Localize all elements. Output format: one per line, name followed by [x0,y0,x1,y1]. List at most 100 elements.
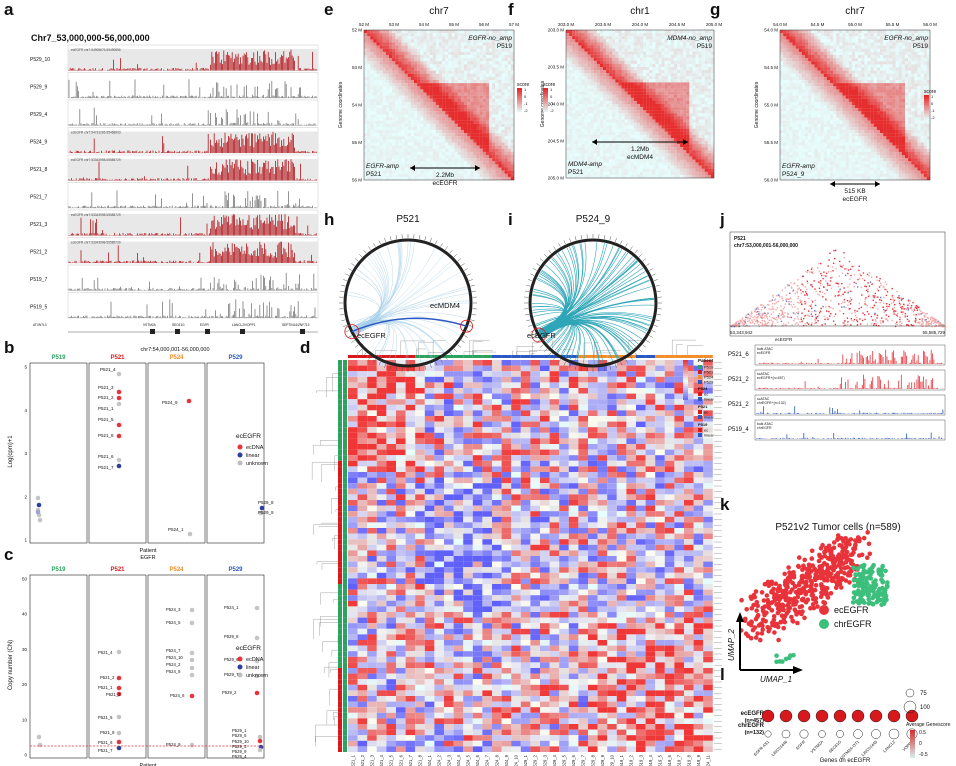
heatmap-cell [501,656,512,663]
heatmap-cell [559,388,569,394]
hic-cell [507,89,511,93]
row-annotation [338,522,342,528]
hic-cell [492,51,496,56]
heatmap-cell [684,656,694,663]
heatmap-cell [511,410,521,416]
point-label: P529_10 [232,739,249,744]
heatmap-cell [549,617,560,624]
heatmap-cell [367,735,377,741]
heatmap-cell [492,528,502,534]
track-signal [68,49,317,71]
heatmap-cell [588,483,598,489]
hic-cell [470,92,474,96]
heatmap-cell [348,589,358,596]
hic-cell [420,86,424,90]
heatmap-cell [597,735,608,741]
heatmap-cell [415,567,425,573]
hic-cell [426,36,430,40]
heatmap-cell [530,628,540,635]
point-label: P524_5 [166,620,181,625]
hic-cell [510,55,515,59]
heatmap-cell [444,550,454,556]
legend-swatch [698,375,702,379]
heatmap-cell [396,522,406,528]
heatmap-cell [636,472,646,478]
hic-cell [445,48,449,52]
hic-cell [454,73,458,77]
row-annotation [338,360,342,366]
hic-cell [364,95,368,99]
heatmap-cell [376,404,387,411]
heatmap-cell [348,724,358,730]
hic-cell [460,126,465,131]
hic-cell [385,67,390,71]
heatmap-cell [655,589,665,596]
heatmap-cell [396,416,406,422]
heatmap-cell [482,645,492,652]
hic-cell [385,108,390,112]
heatmap-cell [616,432,627,439]
heatmap-cell [492,707,502,713]
heatmap-cell [482,550,492,556]
heatmap-cell [703,567,713,573]
heatmap-cell [684,500,694,506]
hic-cell [460,55,465,59]
hic-cell [376,76,380,81]
row-annotation [343,595,347,601]
heatmap-cell [434,651,444,657]
hic-cell [479,126,483,131]
heatmap-cell [492,684,502,691]
hic-cell [373,130,377,134]
heatmap-cell [655,371,665,377]
hic-cell [485,130,490,134]
heatmap-cell [693,701,704,708]
heatmap-cell [655,516,665,523]
heatmap-cell [597,578,608,584]
heatmap-cell [588,393,598,400]
hic-cell [435,111,440,115]
heatmap-cell [549,735,560,741]
hic-cell [367,105,371,109]
heatmap-cell [588,371,598,377]
heatmap-cell [482,634,492,640]
heatmap-cell [530,472,540,478]
hic-cell [373,89,377,93]
heatmap-cell [511,724,521,730]
heatmap-cell [472,365,483,372]
hic-cell [423,76,427,81]
heatmap-cell [703,696,713,702]
gene-name: LANCL2/VOPP1 [232,323,256,327]
heatmap-cell [482,410,492,416]
heatmap-cell [549,651,560,657]
hic-cell [435,123,440,127]
legend-label: linear [246,665,260,671]
heatmap-cell [674,612,684,618]
heatmap-cell [453,572,464,579]
facet-frame [206,362,265,544]
hic-cell [401,64,405,68]
hic-cell [432,55,436,59]
row-annotation [343,360,347,366]
hic-cell [385,80,390,84]
patient-header: P519 [51,355,66,361]
hic-cell [364,92,368,96]
heatmap-cell [703,494,713,500]
heatmap-cell [578,511,588,517]
heatmap-cell [664,729,675,736]
hic-cell [435,133,440,137]
heatmap-cell [693,640,704,646]
heatmap-cell [444,410,454,416]
hic-cell [439,33,443,37]
heatmap-cell [684,606,694,612]
heatmap-cell [463,746,473,752]
heatmap-cell [693,690,704,696]
hic-cell [404,120,408,124]
hic-cell [395,51,399,56]
hic-cell [504,108,508,112]
heatmap-cell [501,371,512,377]
hic-cell [470,67,474,71]
row-annotation [343,544,347,551]
heatmap-cell [434,740,444,747]
heatmap-cell [405,539,416,545]
heatmap-cell [540,561,550,568]
